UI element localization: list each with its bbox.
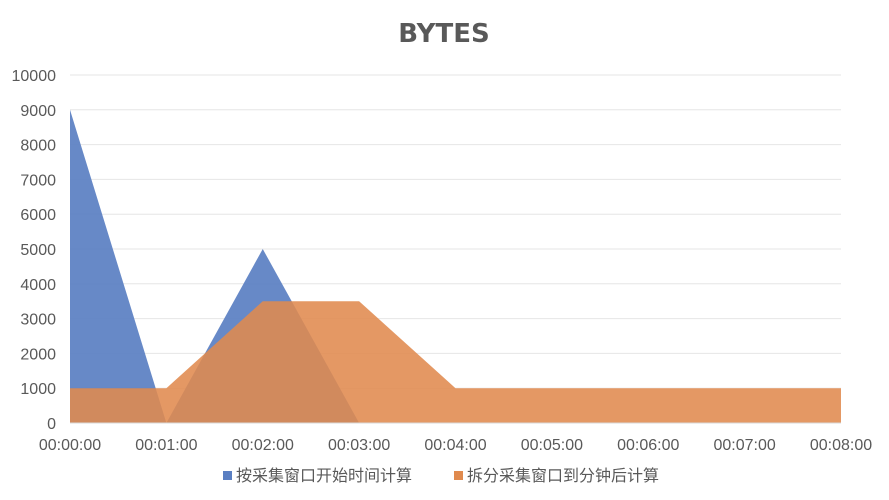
plot-area xyxy=(70,109,841,424)
y-tick-label: 7000 xyxy=(20,172,56,189)
x-tick-label: 00:01:00 xyxy=(135,437,197,454)
x-tick-label: 00:04:00 xyxy=(424,437,486,454)
x-tick-label: 00:00:00 xyxy=(39,437,101,454)
y-tick-label: 10000 xyxy=(12,68,57,85)
y-tick-label: 6000 xyxy=(20,207,56,224)
y-tick-label: 1000 xyxy=(20,381,56,398)
axes: 0 1000 2000 3000 4000 5000 6000 7000 8000 9000 100… xyxy=(12,68,873,454)
x-tick-label: 00:03:00 xyxy=(328,437,390,454)
y-tick-label: 3000 xyxy=(20,312,56,329)
chart-title: BYTES xyxy=(398,19,489,49)
legend-label-2: 拆分采集窗口到分钟后计算 xyxy=(467,466,659,485)
x-tick-label: 00:08:00 xyxy=(810,437,872,454)
y-tick-label: 5000 xyxy=(20,242,56,259)
legend: 按采集窗口开始时间计算 拆分采集窗口到分钟后计算 xyxy=(223,466,659,485)
x-tick-label: 00:02:00 xyxy=(232,437,294,454)
y-tick-label: 9000 xyxy=(20,103,56,120)
legend-swatch-2 xyxy=(454,471,463,480)
y-tick-label: 8000 xyxy=(20,138,56,155)
x-tick-label: 00:05:00 xyxy=(521,437,583,454)
x-tick-label: 00:07:00 xyxy=(713,437,775,454)
y-tick-label: 0 xyxy=(47,416,56,433)
gridlines xyxy=(70,74,841,424)
y-tick-label: 4000 xyxy=(20,277,56,294)
series-area-2 xyxy=(70,301,841,423)
x-tick-label: 00:06:00 xyxy=(617,437,679,454)
y-tick-label: 2000 xyxy=(20,346,56,363)
legend-label-1: 按采集窗口开始时间计算 xyxy=(236,466,412,485)
legend-swatch-1 xyxy=(223,471,232,480)
